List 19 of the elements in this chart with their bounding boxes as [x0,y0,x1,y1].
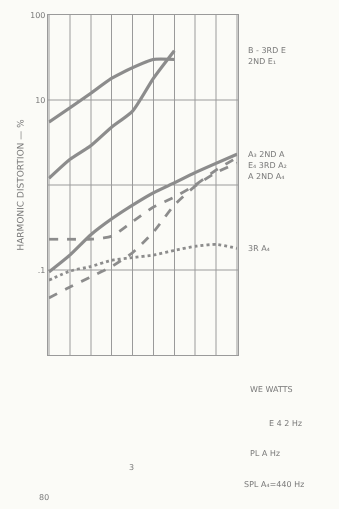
text: B - 3RD E [248,46,286,55]
text: PL A Hz [250,449,280,458]
series-label: A 2ND A₄ [248,172,284,181]
y-tick-label: .1 [38,266,46,275]
series-label: 3R A₄ [248,244,270,253]
line-series [48,152,238,274]
series-label: A₃ 2ND A [248,150,285,159]
line-series [48,162,238,300]
text: 3 [129,463,134,472]
series-label: E₄ 3RD A₂ [248,161,287,170]
y-tick-label: 100 [30,10,46,20]
text: 80 [39,493,50,502]
text: WE WATTS [250,385,293,394]
text: 2ND E₁ [248,57,276,66]
line-series [48,49,176,180]
y-tick-label: 10 [35,96,46,105]
text: E 4 2 Hz [269,419,302,428]
text: SPL A₄=440 Hz [244,480,304,489]
y-axis-title: HARMONIC DISTORTION — % [16,118,26,251]
